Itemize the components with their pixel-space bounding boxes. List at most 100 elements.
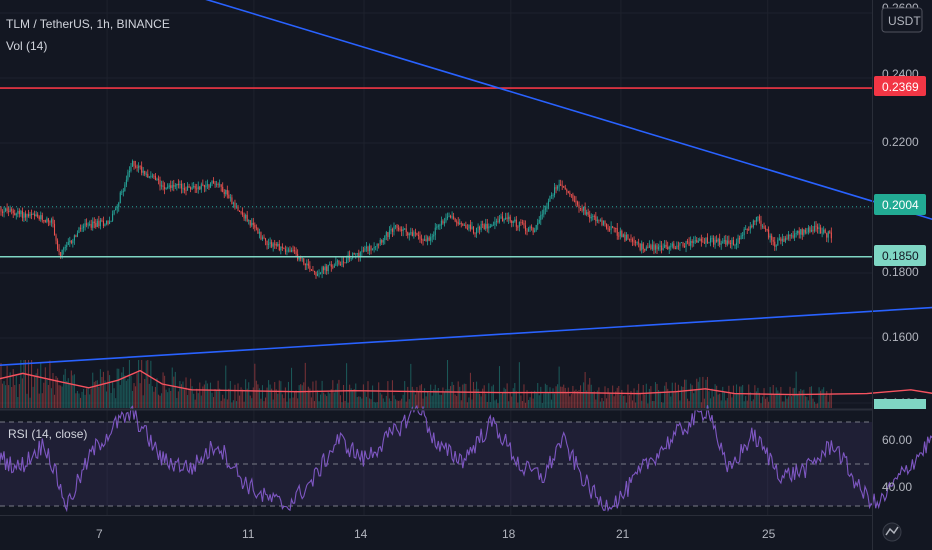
volume-bar (743, 401, 745, 408)
candle-body (749, 226, 751, 230)
volume-bar (104, 380, 106, 408)
volume-bar (310, 397, 312, 408)
candle-body (11, 209, 13, 211)
volume-bar (711, 388, 713, 408)
candle-body (794, 233, 796, 238)
volume-bar (24, 360, 26, 408)
volume-bar (239, 395, 241, 408)
candle-body (690, 241, 692, 246)
time-label: 18 (502, 527, 516, 541)
candle-body (644, 249, 646, 251)
volume-bar (457, 381, 459, 408)
volume-bar (324, 394, 326, 408)
volume-bar (283, 398, 285, 408)
candle-body (413, 232, 415, 237)
candle-body (801, 229, 803, 235)
candle-body (38, 216, 40, 220)
candle-body (388, 230, 390, 238)
candle-body (477, 227, 479, 228)
candle-body (277, 244, 279, 246)
candle-body (506, 217, 508, 219)
volume-bar (6, 366, 8, 408)
volume-bar (561, 386, 563, 408)
volume-bar (352, 390, 354, 408)
candle-body (96, 221, 98, 227)
volume-bar (408, 399, 410, 408)
volume-bar (208, 390, 210, 408)
volume-bar (817, 403, 819, 408)
candle-body (119, 192, 121, 204)
volume-bar (607, 388, 609, 408)
candle-body (92, 221, 94, 228)
volume-bar (541, 403, 543, 408)
candle-body (211, 180, 213, 184)
volume-bar (370, 399, 372, 408)
tradingview-logo-icon[interactable] (882, 522, 902, 542)
candle-body (209, 183, 212, 188)
volume-bar (486, 401, 488, 408)
candle-body (174, 185, 176, 187)
volume-bar (205, 380, 207, 408)
volume-bar (645, 383, 647, 408)
volume-bar (69, 382, 71, 408)
volume-bar (569, 396, 571, 408)
candle-body (711, 238, 713, 239)
volume-bar (642, 385, 644, 408)
volume-bar (494, 400, 496, 408)
candle-body (93, 221, 95, 224)
candle-body (66, 244, 68, 248)
candle-body (514, 219, 516, 222)
volume-bar (445, 389, 447, 408)
volume-bar (472, 382, 475, 408)
candle-body (307, 263, 309, 266)
candle-body (531, 226, 533, 228)
candle-body (503, 218, 505, 222)
volume-bar (381, 394, 383, 408)
volume-bar (729, 393, 731, 408)
currency-badge[interactable]: USDT (881, 7, 923, 33)
candle-body (512, 221, 514, 223)
candle-body (159, 180, 161, 187)
candle-body (336, 260, 338, 262)
volume-bar (657, 390, 660, 408)
symbol-title[interactable]: TLM / TetherUS, 1h, BINANCE (6, 17, 170, 31)
volume-bar (482, 388, 484, 408)
candle-body (301, 258, 303, 260)
volume-bar (164, 375, 166, 408)
volume-bar (575, 389, 577, 408)
volume-bar (648, 388, 650, 408)
candle-body (471, 226, 473, 230)
candle-body (731, 240, 733, 245)
candle-body (428, 237, 430, 241)
volume-bar (674, 382, 676, 408)
candle-body (806, 232, 808, 233)
candle-body (55, 235, 57, 241)
volume-bar (63, 374, 65, 408)
volume-bar (772, 385, 774, 408)
volume-bar (801, 390, 803, 408)
volume-bar (587, 384, 589, 408)
volume-bar (170, 391, 172, 408)
candle-body (735, 242, 738, 246)
time-axis[interactable]: 7 11 14 18 21 25 (96, 527, 776, 541)
candle-body (145, 173, 147, 175)
candle-body (700, 238, 702, 242)
trendline-ascending (0, 306, 932, 367)
candle-body (795, 233, 797, 234)
volume-bar (745, 396, 747, 408)
volume-indicator-label[interactable]: Vol (14) (6, 39, 47, 53)
volume-bar (20, 360, 22, 408)
volume-bar (537, 383, 539, 408)
volume-bar (722, 386, 724, 408)
volume-bar (144, 378, 146, 408)
candle-body (167, 186, 169, 189)
candle-body (498, 218, 501, 222)
volume-bar (428, 393, 430, 408)
volume-bar (431, 395, 433, 408)
rsi-indicator-label[interactable]: RSI (14, close) (8, 427, 87, 441)
candle-body (379, 240, 381, 244)
volume-bar (203, 384, 205, 408)
candle-body (222, 186, 224, 193)
candle-body (153, 175, 155, 177)
